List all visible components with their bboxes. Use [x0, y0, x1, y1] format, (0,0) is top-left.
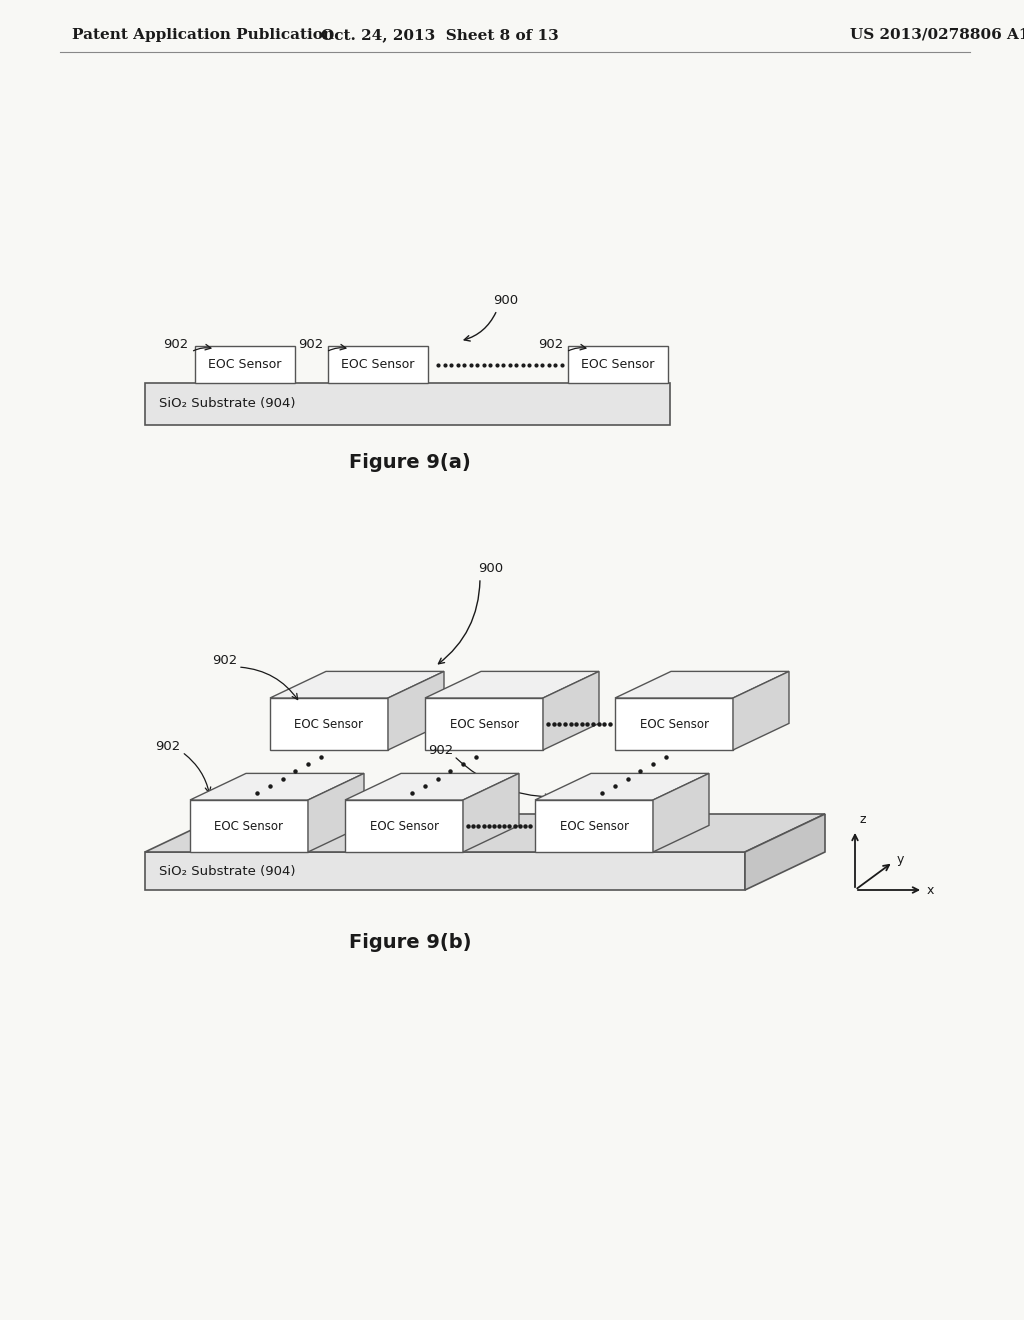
Text: y: y — [897, 854, 904, 866]
Text: EOC Sensor: EOC Sensor — [370, 820, 438, 833]
Text: EOC Sensor: EOC Sensor — [450, 718, 518, 730]
Text: 900: 900 — [478, 561, 503, 574]
Text: Figure 9(a): Figure 9(a) — [349, 453, 471, 471]
Text: 900: 900 — [493, 293, 518, 306]
Polygon shape — [345, 800, 463, 851]
Text: EOC Sensor: EOC Sensor — [559, 820, 629, 833]
Polygon shape — [145, 814, 825, 851]
Polygon shape — [615, 698, 733, 750]
Text: EOC Sensor: EOC Sensor — [640, 718, 709, 730]
Polygon shape — [535, 774, 709, 800]
Polygon shape — [733, 672, 790, 750]
Text: EOC Sensor: EOC Sensor — [214, 820, 284, 833]
Text: 902: 902 — [428, 743, 453, 756]
Text: SiO₂ Substrate (904): SiO₂ Substrate (904) — [159, 865, 296, 878]
Text: SiO₂ Substrate (904): SiO₂ Substrate (904) — [159, 397, 296, 411]
Text: EOC Sensor: EOC Sensor — [208, 358, 282, 371]
Polygon shape — [190, 774, 364, 800]
Text: EOC Sensor: EOC Sensor — [295, 718, 364, 730]
Text: 902: 902 — [298, 338, 323, 351]
Bar — [195, 346, 295, 383]
Bar — [145, 383, 670, 425]
Text: 902: 902 — [163, 338, 188, 351]
Polygon shape — [463, 774, 519, 851]
Polygon shape — [270, 698, 388, 750]
Text: Figure 9(b): Figure 9(b) — [349, 932, 471, 952]
Polygon shape — [308, 774, 364, 851]
Polygon shape — [345, 774, 519, 800]
Polygon shape — [745, 814, 825, 890]
Text: 902: 902 — [212, 653, 237, 667]
Polygon shape — [543, 672, 599, 750]
Polygon shape — [190, 800, 308, 851]
Text: US 2013/0278806 A1: US 2013/0278806 A1 — [850, 28, 1024, 42]
Polygon shape — [425, 672, 599, 698]
Bar — [568, 346, 668, 383]
Text: z: z — [859, 813, 865, 826]
Polygon shape — [653, 774, 709, 851]
Polygon shape — [425, 698, 543, 750]
Text: EOC Sensor: EOC Sensor — [582, 358, 654, 371]
Text: x: x — [927, 883, 934, 896]
Text: Patent Application Publication: Patent Application Publication — [72, 28, 334, 42]
Polygon shape — [388, 672, 444, 750]
Text: 902: 902 — [155, 739, 180, 752]
Polygon shape — [145, 851, 745, 890]
Text: Oct. 24, 2013  Sheet 8 of 13: Oct. 24, 2013 Sheet 8 of 13 — [322, 28, 559, 42]
Polygon shape — [270, 672, 444, 698]
Polygon shape — [535, 800, 653, 851]
Text: 902: 902 — [538, 338, 563, 351]
Text: EOC Sensor: EOC Sensor — [341, 358, 415, 371]
Bar — [328, 346, 428, 383]
Polygon shape — [615, 672, 790, 698]
